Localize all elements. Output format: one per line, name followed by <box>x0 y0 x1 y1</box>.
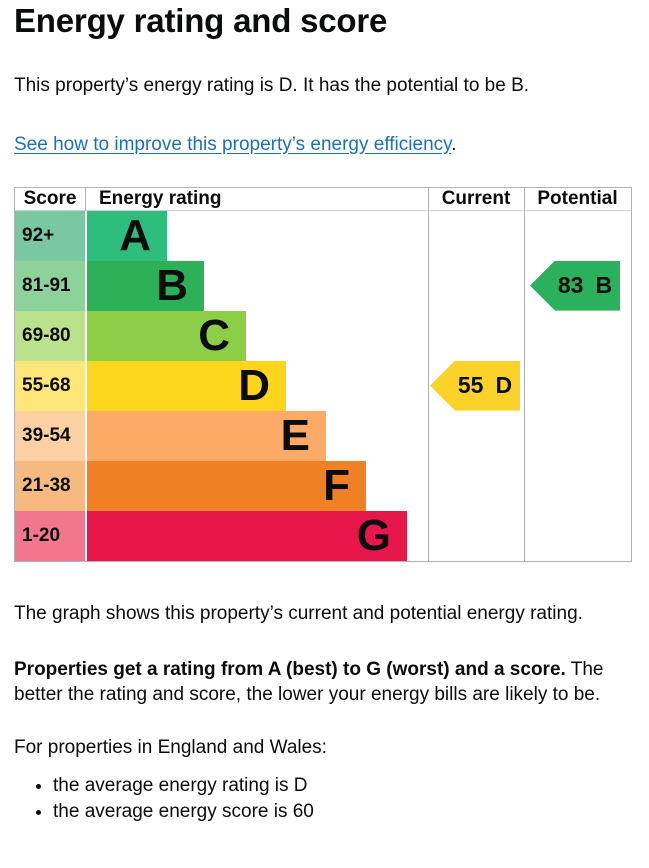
header-current: Current <box>441 187 511 209</box>
page-title: Energy rating and score <box>14 2 388 39</box>
rating-explanation-rest: The better the rating and score, the low… <box>14 658 604 705</box>
band-letter-f: F <box>323 460 350 510</box>
band-letter-g: G <box>356 510 391 560</box>
header-energy-rating: Energy rating <box>99 187 222 209</box>
link-suffix: . <box>451 133 457 155</box>
band-score-range: 1-20 <box>15 510 85 561</box>
improve-link-line: See how to improve this property’s energ… <box>14 132 632 157</box>
energy-rating-chart: Score Energy rating Current Potential 92… <box>14 186 632 562</box>
band-row-a: 92+ A <box>15 210 631 261</box>
improve-efficiency-link[interactable]: See how to improve this property’s energ… <box>14 133 452 155</box>
band-rows: 92+ A 81-91 B 69-80 C 55-68 D 39-54 E 21… <box>15 210 631 561</box>
band-score-range: 39-54 <box>15 410 85 461</box>
band-bar-c: C <box>87 310 246 361</box>
average-score-item: the average energy score is 60 <box>53 799 632 825</box>
band-score-range: 69-80 <box>15 310 85 361</box>
rating-explanation-bold: Properties get a rating from A (best) to… <box>14 658 566 680</box>
current-column-divider <box>428 187 429 561</box>
band-bar-b: B <box>87 260 204 311</box>
band-bar-g: G <box>87 510 407 561</box>
band-letter-a: A <box>119 210 151 260</box>
band-row-c: 69-80 C <box>15 310 631 361</box>
band-bar-a: A <box>87 210 167 261</box>
band-score-range: 55-68 <box>15 360 85 411</box>
band-letter-c: C <box>198 310 230 360</box>
potential-score: 83 <box>557 272 584 299</box>
band-row-f: 21-38 F <box>15 460 631 511</box>
band-row-b: 81-91 B <box>15 260 631 311</box>
band-letter-e: E <box>280 410 310 460</box>
potential-column-divider <box>524 187 525 561</box>
band-bar-f: F <box>87 460 366 511</box>
intro-text: This property’s energy rating is D. It h… <box>14 74 530 96</box>
regions-intro: For properties in England and Wales: <box>14 736 327 758</box>
band-row-g: 1-20 G <box>15 510 631 561</box>
band-letter-b: B <box>156 260 188 310</box>
band-bar-d: D <box>87 360 286 411</box>
chart-header-row: Score Energy rating Current Potential <box>15 188 631 211</box>
band-score-range: 21-38 <box>15 460 85 511</box>
band-bar-e: E <box>87 410 326 461</box>
chart-caption: The graph shows this property’s current … <box>14 602 583 624</box>
average-rating-item: the average energy rating is D <box>53 773 632 799</box>
current-band-letter: D <box>495 372 513 399</box>
score-column-divider <box>85 187 86 211</box>
potential-band-letter: B <box>595 272 613 299</box>
band-row-d: 55-68 D <box>15 360 631 411</box>
band-letter-d: D <box>238 360 270 410</box>
band-row-e: 39-54 E <box>15 410 631 461</box>
averages-list: the average energy rating is D the avera… <box>14 773 632 825</box>
header-score: Score <box>23 187 77 209</box>
rating-explanation: Properties get a rating from A (best) to… <box>14 657 632 707</box>
potential-rating-arrow: 83 B <box>530 260 620 311</box>
band-score-range: 92+ <box>15 210 85 261</box>
header-potential: Potential <box>537 187 618 209</box>
band-score-range: 81-91 <box>15 260 85 311</box>
current-score: 55 <box>457 372 484 399</box>
